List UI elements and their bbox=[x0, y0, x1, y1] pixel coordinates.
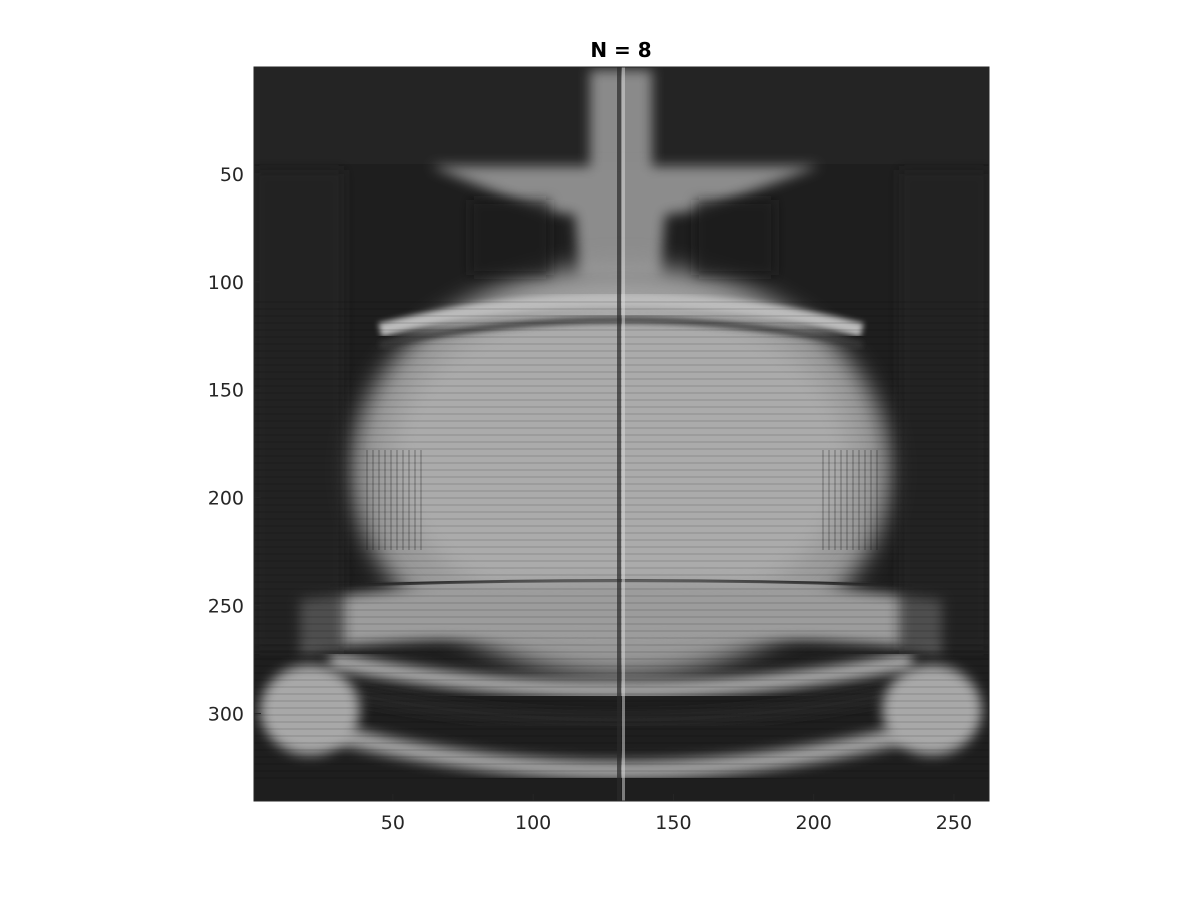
x-axis: 50 100 150 200 250 bbox=[381, 794, 972, 834]
y-tick-label: 100 bbox=[208, 272, 244, 294]
y-tick-label: 50 bbox=[220, 164, 244, 186]
patch-right bbox=[695, 200, 775, 275]
axes-frame bbox=[253, 66, 990, 802]
reconstructed-image bbox=[254, 67, 989, 801]
y-axis: 50 100 150 200 250 300 bbox=[208, 164, 261, 726]
x-tick-label: 50 bbox=[381, 812, 405, 834]
x-tick-label: 250 bbox=[936, 812, 972, 834]
x-tick-label: 100 bbox=[515, 812, 551, 834]
center-vertical bbox=[617, 67, 621, 801]
image-plot bbox=[254, 67, 989, 801]
x-tick-label: 150 bbox=[655, 812, 691, 834]
x-tick-label: 200 bbox=[796, 812, 832, 834]
plot-title: N = 8 bbox=[590, 38, 651, 62]
y-tick-label: 300 bbox=[208, 704, 244, 726]
y-tick-label: 250 bbox=[208, 596, 244, 618]
y-tick-label: 150 bbox=[208, 380, 244, 402]
hstripes-body bbox=[254, 300, 989, 780]
patch-left bbox=[470, 200, 550, 275]
y-tick-label: 200 bbox=[208, 488, 244, 510]
center-vertical-light bbox=[622, 67, 625, 801]
